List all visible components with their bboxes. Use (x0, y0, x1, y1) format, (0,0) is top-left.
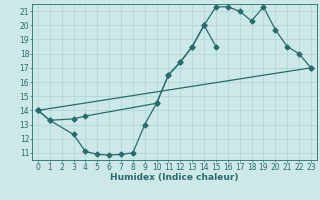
X-axis label: Humidex (Indice chaleur): Humidex (Indice chaleur) (110, 173, 239, 182)
